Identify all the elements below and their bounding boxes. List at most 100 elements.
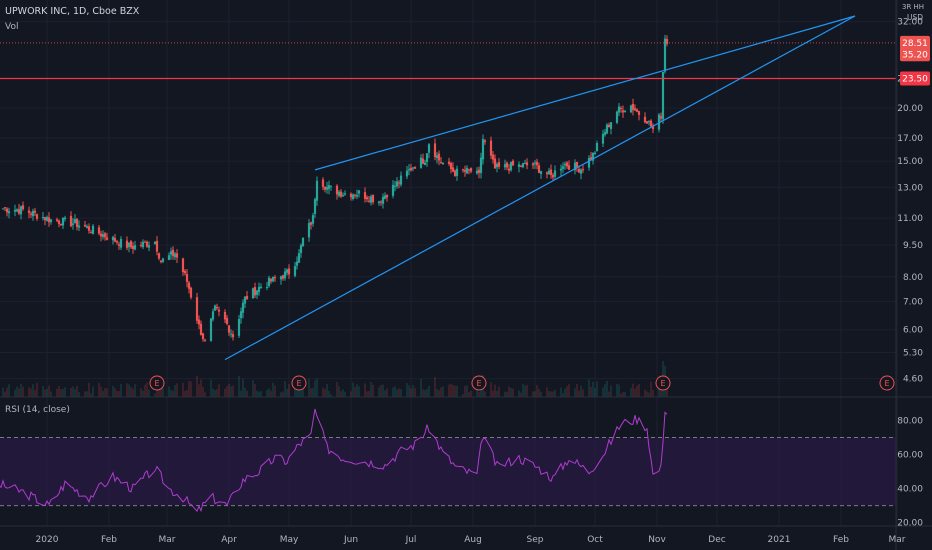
candle-body xyxy=(47,217,51,223)
earnings-marker[interactable]: E xyxy=(291,375,307,391)
x-tick-label[interactable]: Nov xyxy=(648,535,666,545)
volume-bar xyxy=(70,388,72,397)
candle-body xyxy=(43,217,47,221)
volume-bar xyxy=(34,389,36,397)
volume-bar xyxy=(284,381,286,397)
x-tick-label[interactable]: Aug xyxy=(464,535,482,545)
volume-bar xyxy=(634,388,636,397)
volume-bar xyxy=(228,383,230,397)
volume-bar xyxy=(596,381,598,397)
volume-bar xyxy=(392,387,394,397)
symbol-title[interactable]: UPWORK INC, 1D, Cboe BZX xyxy=(5,6,140,17)
candle-body xyxy=(413,166,417,169)
volume-bar xyxy=(576,384,578,397)
volume-bar xyxy=(644,389,646,397)
candle-body xyxy=(17,209,21,214)
volume-bar xyxy=(594,387,596,397)
volume-bar xyxy=(50,391,52,397)
x-tick-label[interactable]: Jun xyxy=(343,535,358,545)
x-tick-label[interactable]: Feb xyxy=(833,535,849,545)
candle-body xyxy=(115,240,119,243)
candle-body xyxy=(617,106,621,113)
price-label-tag[interactable]: 28.51 xyxy=(900,35,930,50)
volume-bar xyxy=(58,386,60,397)
scale-mode-label[interactable]: 3R HH xyxy=(902,3,924,11)
candle-body xyxy=(89,232,93,234)
candle-body xyxy=(395,181,399,187)
x-tick-label[interactable]: 2020 xyxy=(36,535,59,545)
candle-body xyxy=(293,266,297,276)
candle-body xyxy=(55,219,59,221)
x-tick-label[interactable]: Feb xyxy=(101,535,117,545)
volume-bar xyxy=(420,378,422,397)
volume-bar xyxy=(126,383,128,397)
x-tick-label[interactable]: May xyxy=(280,535,299,545)
volume-bar xyxy=(308,378,310,397)
candle-body xyxy=(437,153,441,161)
volume-bar xyxy=(216,389,218,397)
trendline xyxy=(224,15,856,361)
candle-body xyxy=(535,161,539,166)
candle-body xyxy=(103,233,107,238)
x-tick-label[interactable]: Sep xyxy=(527,535,544,545)
candle-body xyxy=(127,242,131,247)
y-tick-label: 5.30 xyxy=(903,349,923,359)
volume-bar xyxy=(4,391,6,397)
price-label-tag[interactable]: 35.20 xyxy=(900,47,930,62)
time-axis[interactable]: 2020 Feb Mar Apr May Jun Jul Aug Sep Oct Nov Dec 202… xyxy=(36,535,932,545)
price-axis[interactable]: 32.00 23.50 20.00 17.00 15.00 13.00 11.00 9.50 8… xyxy=(897,18,930,529)
candle-body xyxy=(183,270,187,274)
volume-bar xyxy=(412,384,414,397)
volume-bar xyxy=(118,390,120,397)
candle-body xyxy=(493,158,497,169)
volume-bar xyxy=(462,394,464,397)
volume-bar xyxy=(184,390,186,397)
x-tick-label[interactable]: 2021 xyxy=(768,535,791,545)
y-tick-label: 20.00 xyxy=(897,104,923,114)
volume-bar xyxy=(504,391,506,397)
volume-bar xyxy=(88,382,90,397)
x-tick-label[interactable]: Mar xyxy=(889,535,906,545)
candle-body xyxy=(83,224,87,227)
drawings[interactable] xyxy=(0,15,896,361)
x-tick-label[interactable]: Oct xyxy=(587,535,603,545)
x-tick-label[interactable]: Jul xyxy=(405,535,417,545)
volume-bar xyxy=(196,375,198,397)
earnings-marker[interactable]: E xyxy=(149,375,165,391)
volume-bar xyxy=(562,393,564,397)
price-label-tag[interactable]: 23.50 xyxy=(900,71,930,86)
volume-bar xyxy=(650,381,652,397)
candle-body xyxy=(427,144,431,153)
candle-body xyxy=(371,194,375,203)
candle-body xyxy=(605,124,609,134)
volume-bar xyxy=(312,387,314,397)
volume-bar xyxy=(422,389,424,397)
earnings-marker[interactable]: E xyxy=(879,375,895,391)
candle-body xyxy=(213,305,217,311)
volume-legend[interactable]: Vol xyxy=(5,22,18,32)
x-tick-label[interactable]: Dec xyxy=(708,535,725,545)
x-tick-label[interactable]: Apr xyxy=(221,535,237,545)
candle-body xyxy=(523,162,527,164)
candle-body xyxy=(383,195,387,199)
candle-body xyxy=(355,195,359,197)
candle-body xyxy=(195,297,199,321)
volume-bar xyxy=(92,386,94,397)
earnings-marker-label: E xyxy=(660,379,665,388)
x-tick-label[interactable]: Mar xyxy=(159,535,176,545)
rsi-legend[interactable]: RSI (14, close) xyxy=(5,405,70,415)
y-tick-label: 17.00 xyxy=(897,134,923,144)
earnings-marker-label: E xyxy=(476,379,481,388)
earnings-marker[interactable]: E xyxy=(471,375,487,391)
volume-bar xyxy=(244,387,246,397)
candle-body xyxy=(503,164,507,168)
volume-bar xyxy=(396,389,398,397)
volume-bar xyxy=(48,385,50,397)
candle-body xyxy=(231,334,235,338)
earnings-marker[interactable]: E xyxy=(655,375,671,391)
candle-body xyxy=(481,139,485,160)
rsi-y-tick-label: 20.00 xyxy=(897,519,923,529)
